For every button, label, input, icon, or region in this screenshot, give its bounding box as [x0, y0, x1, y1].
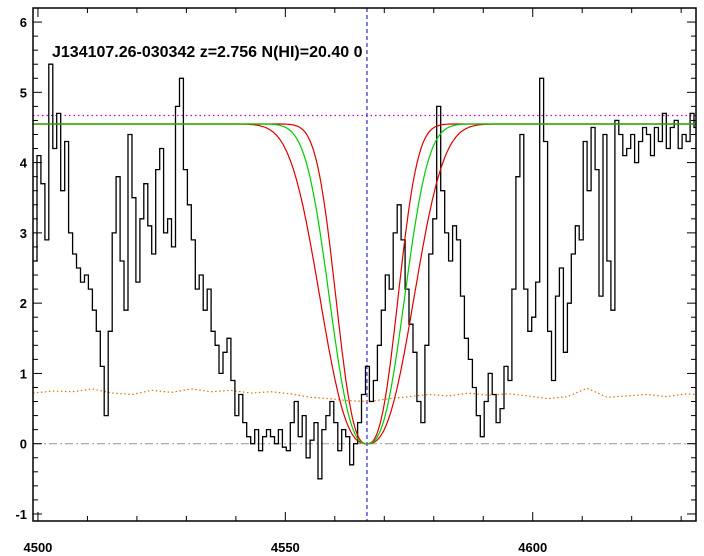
y-tick-label: 1: [20, 366, 27, 381]
chart-title: J134107.26-030342 z=2.756 N(HI)=20.40 0: [52, 44, 363, 61]
plot-frame: [32, 7, 697, 522]
x-tick-label: 4550: [271, 540, 300, 555]
y-tick-label: 2: [20, 296, 27, 311]
fit-best-curve: [33, 123, 696, 445]
flux-spectrum-line: [33, 63, 696, 480]
error-spectrum-line: [33, 387, 696, 403]
y-tick-label: 3: [20, 226, 27, 241]
y-tick-label: 5: [20, 85, 27, 100]
y-tick-label: -1: [15, 507, 27, 522]
y-tick-label: 4: [20, 156, 28, 171]
x-tick-label: 4500: [23, 540, 52, 555]
y-tick-label: 6: [20, 15, 27, 30]
x-tick-label: 4600: [518, 540, 547, 555]
y-tick-label: 0: [20, 437, 27, 452]
